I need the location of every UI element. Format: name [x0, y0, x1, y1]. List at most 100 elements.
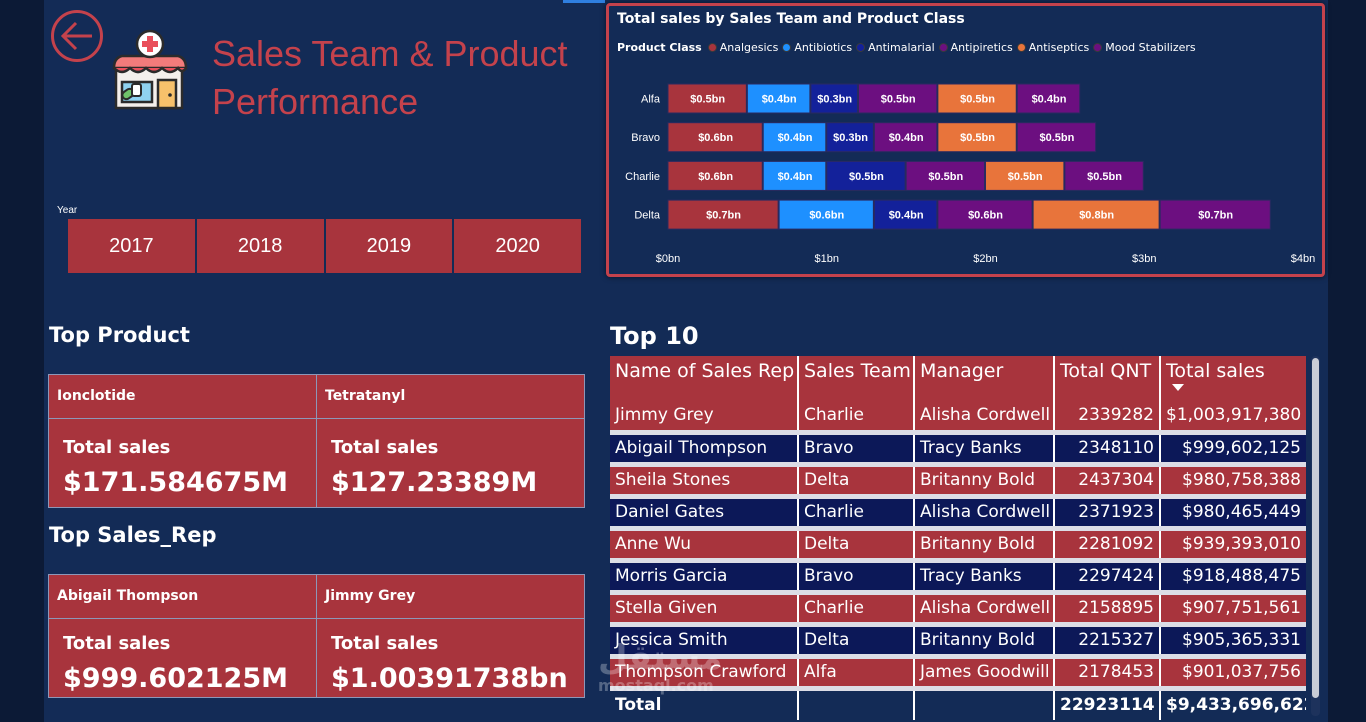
data-label-charlie-antibiotics: $0.4bn — [778, 171, 813, 183]
bar-bravo-antiseptics[interactable] — [937, 122, 1017, 153]
cell-total-sales: $901,037,756 — [1160, 656, 1306, 691]
data-label-alfa-antimalarial: $0.3bn — [817, 94, 852, 106]
legend-label: Antipiretics — [950, 41, 1013, 54]
top10-heading: Top 10 — [610, 322, 699, 350]
bar-bravo-antipiretics[interactable] — [873, 122, 938, 153]
cell-total-qnt: 2437304 — [1054, 464, 1161, 499]
card-metric-label: Total sales — [331, 437, 439, 458]
card-metric-value: $999.602125M — [63, 663, 288, 694]
data-label-delta-antibiotics: $0.6bn — [809, 210, 844, 222]
bar-delta-antibiotics[interactable] — [778, 199, 874, 230]
bar-delta-antipiretics[interactable] — [937, 199, 1033, 230]
legend-item-antiseptics[interactable]: Antiseptics — [1016, 41, 1090, 54]
cell-total-qnt: 2339282 — [1054, 400, 1161, 435]
bar-delta-antimalarial[interactable] — [873, 199, 938, 230]
cell-manager: Tracy Banks — [914, 560, 1055, 595]
cell-manager: James Goodwill — [914, 656, 1055, 691]
category-label-alfa: Alfa — [641, 94, 661, 106]
legend-label: Antiseptics — [1028, 41, 1090, 54]
year-button-2017[interactable]: 2017 — [68, 219, 195, 273]
cell-manager: Britanny Bold — [914, 464, 1055, 499]
column-header-total-qnt[interactable]: Total QNT — [1054, 356, 1161, 400]
bar-alfa-antipiretics[interactable] — [858, 83, 938, 114]
bar-charlie-antibiotics[interactable] — [762, 160, 827, 191]
bar-charlie-antiseptics[interactable] — [985, 160, 1065, 191]
data-label-bravo-antipiretics: $0.4bn — [889, 132, 924, 144]
legend-item-antibiotics[interactable]: Antibiotics — [782, 41, 852, 54]
column-header-manager[interactable]: Manager — [914, 356, 1055, 400]
card-rep-name: Jimmy Grey — [317, 575, 584, 619]
top-product-card-1[interactable]: Ionclotide Total sales $171.584675M — [48, 374, 317, 508]
legend-item-antipiretics[interactable]: Antipiretics — [938, 41, 1013, 54]
cell-sales-rep: Abigail Thompson — [610, 432, 799, 467]
data-label-charlie-analgesics: $0.6bn — [698, 171, 733, 183]
cell-manager: Tracy Banks — [914, 432, 1055, 467]
column-header-sales-rep[interactable]: Name of Sales Rep — [610, 356, 799, 400]
bar-bravo-analgesics[interactable] — [667, 122, 763, 153]
year-button-2018[interactable]: 2018 — [196, 219, 324, 273]
table-row[interactable]: Sheila Stones Delta Britanny Bold 2437304 $9… — [610, 464, 1306, 499]
table-row[interactable]: Daniel Gates Charlie Alisha Cordwell 237192… — [610, 496, 1306, 531]
scrollbar-thumb[interactable] — [1312, 358, 1319, 698]
data-label-charlie-antipiretics: $0.5bn — [928, 171, 963, 183]
bar-charlie-antipiretics[interactable] — [905, 160, 985, 191]
bar-charlie-analgesics[interactable] — [667, 160, 763, 191]
bar-bravo-antimalarial[interactable] — [826, 122, 874, 153]
bar-alfa-antimalarial[interactable] — [810, 83, 858, 114]
total-qnt: 22923114 — [1054, 688, 1161, 720]
bar-alfa-analgesics[interactable] — [667, 83, 747, 114]
right-margin — [1328, 0, 1366, 722]
data-label-alfa-analgesics: $0.5bn — [690, 94, 725, 106]
legend-item-mood-stabilizers[interactable]: Mood Stabilizers — [1093, 41, 1196, 54]
cell-manager: Alisha Cordwell — [914, 400, 1055, 435]
bar-bravo-antibiotics[interactable] — [762, 122, 827, 153]
back-button[interactable] — [51, 10, 103, 62]
table-row[interactable]: Jimmy Grey Charlie Alisha Cordwell 2339282 $… — [610, 400, 1306, 435]
data-label-delta-mood-stabilizers: $0.7bn — [1198, 210, 1233, 222]
table-row[interactable]: Abigail Thompson Bravo Tracy Banks 2348110 $… — [610, 432, 1306, 467]
year-button-2020[interactable]: 2020 — [454, 219, 581, 273]
cell-total-sales: $907,751,561 — [1160, 592, 1306, 627]
sales-by-team-chart[interactable]: Total sales by Sales Team and Product Cl… — [606, 3, 1325, 277]
legend-item-analgesics[interactable]: Analgesics — [707, 41, 778, 54]
bar-charlie-mood-stabilizers[interactable] — [1064, 160, 1144, 191]
data-label-bravo-antibiotics: $0.4bn — [778, 132, 813, 144]
bar-bravo-mood-stabilizers[interactable] — [1016, 122, 1097, 153]
bar-alfa-antiseptics[interactable] — [937, 83, 1017, 114]
bar-alfa-antibiotics[interactable] — [746, 83, 811, 114]
bar-delta-analgesics[interactable] — [667, 199, 779, 230]
column-header-sales-team[interactable]: Sales Team — [798, 356, 915, 400]
top-sales-rep-card-1[interactable]: Abigail Thompson Total sales $999.602125… — [48, 574, 317, 698]
table-row[interactable]: Stella Given Charlie Alisha Cordwell 215889… — [610, 592, 1306, 627]
card-metric-value: $127.23389M — [331, 467, 538, 498]
table-scrollbar[interactable] — [1311, 356, 1320, 716]
category-label-charlie: Charlie — [625, 171, 660, 183]
cell-sales-team: Delta — [798, 624, 915, 659]
cell-sales-rep: Jessica Smith — [610, 624, 799, 659]
table-row[interactable]: Morris Garcia Bravo Tracy Banks 2297424 $918… — [610, 560, 1306, 595]
top-product-card-2[interactable]: Tetratanyl Total sales $127.23389M — [316, 374, 585, 508]
data-label-delta-antiseptics: $0.8bn — [1079, 210, 1114, 222]
cell-manager: Britanny Bold — [914, 624, 1055, 659]
table-row[interactable]: Jessica Smith Delta Britanny Bold 2215327 $9… — [610, 624, 1306, 659]
x-tick-label: $0bn — [656, 253, 680, 265]
cell-total-qnt: 2297424 — [1054, 560, 1161, 595]
table-row[interactable]: Anne Wu Delta Britanny Bold 2281092 $939,393… — [610, 528, 1306, 563]
category-label-delta: Delta — [634, 210, 661, 222]
top-sales-rep-card-2[interactable]: Jimmy Grey Total sales $1.00391738bn — [316, 574, 585, 698]
card-product-name: Tetratanyl — [317, 375, 584, 419]
bar-charlie-antimalarial[interactable] — [826, 160, 906, 191]
data-label-bravo-mood-stabilizers: $0.5bn — [1040, 132, 1075, 144]
bar-delta-antiseptics[interactable] — [1032, 199, 1160, 230]
column-header-total-sales[interactable]: Total sales — [1160, 356, 1306, 400]
bar-delta-mood-stabilizers[interactable] — [1159, 199, 1271, 230]
year-slicer: 2017 2018 2019 2020 — [68, 219, 581, 273]
top-sales-rep-heading: Top Sales_Rep — [49, 523, 217, 547]
table-row[interactable]: Thompson Crawford Alfa James Goodwill 21784… — [610, 656, 1306, 691]
legend-item-antimalarial[interactable]: Antimalarial — [856, 41, 935, 54]
cell-total-sales: $1,003,917,380 — [1160, 400, 1306, 435]
bar-alfa-mood-stabilizers[interactable] — [1016, 83, 1081, 114]
cell-sales-team: Alfa — [798, 656, 915, 691]
top-product-heading: Top Product — [49, 323, 190, 347]
year-button-2019[interactable]: 2019 — [325, 219, 453, 273]
